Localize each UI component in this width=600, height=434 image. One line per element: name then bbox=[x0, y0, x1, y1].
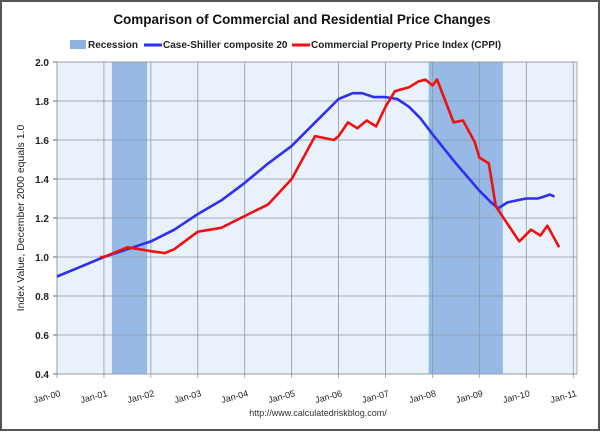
x-tick-label: Jan-07 bbox=[361, 388, 390, 405]
x-tick-label: Jan-11 bbox=[549, 388, 578, 405]
case-shiller-line bbox=[56, 91, 556, 278]
y-axis-label: Index Value, December 2000 equals 1.0 bbox=[15, 125, 27, 312]
x-tick-label: Jan-03 bbox=[173, 388, 202, 405]
y-tick-label: 2.0 bbox=[35, 58, 49, 69]
plot-border bbox=[56, 61, 578, 375]
y-tick-label: 1.6 bbox=[35, 136, 49, 147]
legend-label-recession: Recession bbox=[88, 40, 138, 51]
x-tick-label: Jan-08 bbox=[408, 388, 437, 405]
y-tick-label: 1.0 bbox=[35, 253, 49, 264]
source-url: http://www.calculatedriskblog.com/ bbox=[249, 408, 387, 418]
x-tick-label: Jan-02 bbox=[126, 388, 155, 405]
chart-title: Comparison of Commercial and Residential… bbox=[113, 12, 490, 27]
legend-swatch-recession bbox=[70, 40, 86, 49]
x-tick-label: Jan-00 bbox=[32, 388, 61, 405]
y-tick-label: 0.8 bbox=[35, 292, 49, 303]
y-tick-label: 0.6 bbox=[35, 331, 49, 342]
chart: Comparison of Commercial and Residential… bbox=[15, 12, 578, 418]
legend-label-case-shiller: Case-Shiller composite 20 bbox=[163, 40, 288, 51]
y-tick-label: 1.8 bbox=[35, 97, 49, 108]
legend: Recession Case-Shiller composite 20 Comm… bbox=[70, 40, 501, 51]
y-tick-label: 1.2 bbox=[35, 214, 49, 225]
cppi-line bbox=[100, 78, 561, 259]
x-tick-label: Jan-09 bbox=[455, 388, 484, 405]
y-tick-label: 1.4 bbox=[35, 175, 49, 186]
x-tick-label: Jan-04 bbox=[220, 388, 249, 405]
x-tick-label: Jan-01 bbox=[79, 388, 108, 405]
x-tick-label: Jan-10 bbox=[502, 388, 531, 405]
x-tick-label: Jan-05 bbox=[267, 388, 296, 405]
legend-label-cppi: Commercial Property Price Index (CPPI) bbox=[311, 40, 501, 51]
y-tick-label: 0.4 bbox=[35, 370, 49, 381]
x-tick-label: Jan-06 bbox=[314, 388, 343, 405]
